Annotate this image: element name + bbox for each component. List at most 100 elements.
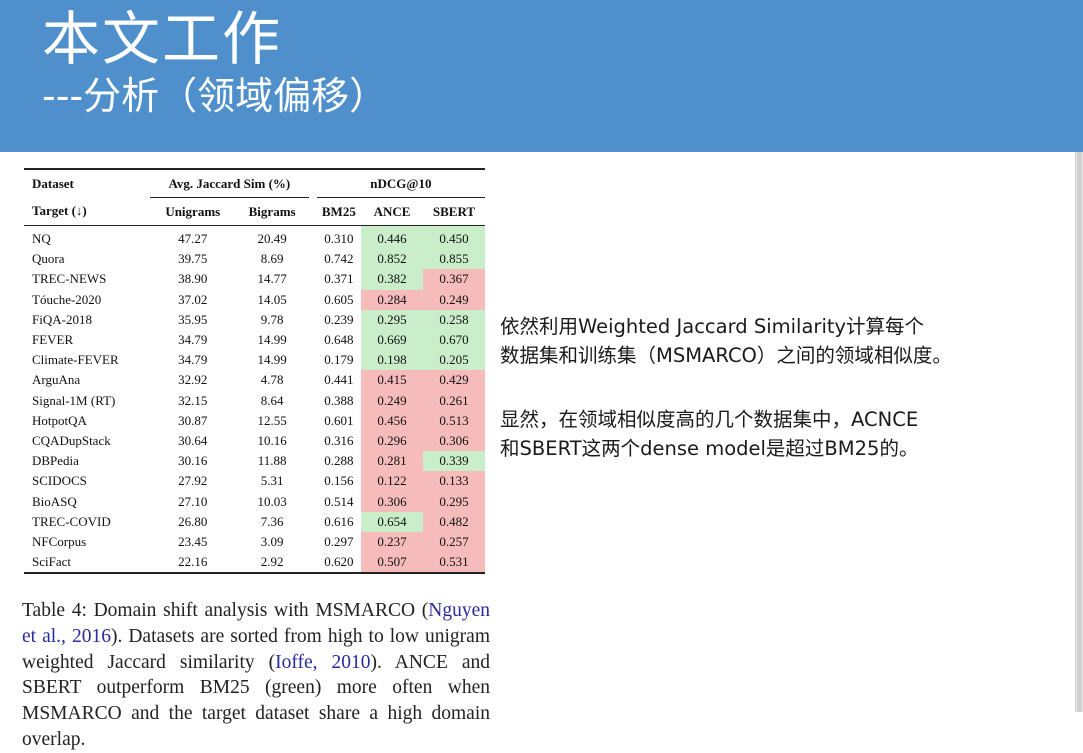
table-row: BioASQ 27.10 10.03 0.514 0.306 0.295 bbox=[24, 491, 485, 512]
sbert-value: 0.205 bbox=[423, 350, 485, 371]
ance-value: 0.852 bbox=[361, 249, 423, 270]
explanation-line: 和SBERT这两个dense model是超过BM25的。 bbox=[500, 437, 919, 460]
scrollbar[interactable] bbox=[1075, 152, 1083, 712]
citation-link[interactable]: Nguyen et al., 2016 bbox=[22, 600, 490, 647]
bigram-value: 5.31 bbox=[260, 473, 284, 489]
bigram-value: 12.55 bbox=[257, 412, 287, 428]
sbert-value: 0.429 bbox=[423, 370, 485, 391]
dataset-name: FEVER bbox=[32, 332, 74, 348]
sbert-value: 0.306 bbox=[423, 430, 485, 452]
explanation-line: 显然，在领域相似度高的几个数据集中，ACNCE bbox=[500, 408, 919, 431]
bigram-value: 11.88 bbox=[257, 453, 287, 469]
title-banner: 本文工作 ---分析（领域偏移） bbox=[0, 0, 1083, 152]
col-dataset: Dataset bbox=[24, 168, 150, 198]
explanation-paragraph-2: 显然，在领域相似度高的几个数据集中，ACNCE 和SBERT这两个dense m… bbox=[500, 405, 1080, 463]
ance-value: 0.446 bbox=[361, 225, 423, 250]
ance-value: 0.306 bbox=[361, 491, 423, 512]
cell-gap bbox=[309, 330, 317, 350]
dataset-name: SciFact bbox=[24, 552, 150, 575]
dataset-name: Tóuche-2020 bbox=[32, 291, 102, 307]
unigram-value: 35.95 bbox=[178, 311, 208, 327]
bigram-value: 8.64 bbox=[260, 392, 284, 408]
unigram-value: 34.79 bbox=[178, 352, 208, 368]
dataset-name: ArguAna bbox=[32, 372, 81, 388]
bm25-value: 0.239 bbox=[324, 311, 354, 327]
unigram-value: 23.45 bbox=[178, 533, 208, 549]
bm25-value: 0.514 bbox=[324, 493, 354, 509]
unigram-value: 27.10 bbox=[178, 493, 208, 509]
bm25-value: 0.388 bbox=[324, 392, 354, 408]
cell-gap bbox=[309, 226, 317, 250]
ance-value: 0.296 bbox=[361, 430, 423, 452]
bigram-value: 2.92 bbox=[235, 552, 309, 575]
dataset-name: FiQA-2018 bbox=[32, 311, 92, 327]
unigram-value: 32.15 bbox=[178, 392, 208, 408]
dataset-name: TREC-NEWS bbox=[32, 271, 107, 287]
dataset-name: Quora bbox=[32, 251, 65, 267]
cell-gap bbox=[309, 350, 317, 370]
cell-gap bbox=[309, 451, 317, 471]
col-bm25: BM25 bbox=[316, 197, 361, 226]
bm25-value: 0.288 bbox=[324, 453, 354, 469]
table-row: Signal-1M (RT) 32.15 8.64 0.388 0.249 0.261 bbox=[24, 390, 485, 411]
dataset-name: SCIDOCS bbox=[32, 473, 87, 489]
bm25-value: 0.601 bbox=[324, 412, 354, 428]
bm25-value: 0.371 bbox=[324, 271, 354, 287]
sbert-value: 0.450 bbox=[423, 225, 485, 250]
citation-link[interactable]: Ioffe, 2010 bbox=[275, 651, 371, 673]
bigram-value: 3.09 bbox=[260, 533, 284, 549]
bm25-value: 0.310 bbox=[324, 231, 354, 247]
cell-gap bbox=[309, 411, 317, 431]
caption-text: ). ANCE and SBERT outperform BM25 (green… bbox=[22, 651, 490, 750]
ance-value: 0.237 bbox=[361, 531, 423, 552]
dataset-name: Climate-FEVER bbox=[32, 352, 119, 368]
bm25-value: 0.156 bbox=[324, 473, 354, 489]
sbert-value: 0.249 bbox=[423, 289, 485, 310]
ance-value: 0.295 bbox=[361, 309, 423, 330]
dataset-name: TREC-COVID bbox=[32, 513, 111, 529]
table-row: SciFact 22.16 2.92 0.620 0.507 0.531 bbox=[24, 552, 485, 575]
bigram-value: 4.78 bbox=[260, 372, 284, 388]
dataset-name: BioASQ bbox=[32, 493, 77, 509]
unigram-value: 30.87 bbox=[178, 412, 208, 428]
bm25-value: 0.742 bbox=[324, 251, 354, 267]
col-ndcg-group: nDCG@10 bbox=[316, 168, 485, 198]
table-row: CQADupStack 30.64 10.16 0.316 0.296 0.306 bbox=[24, 430, 485, 452]
sbert-value: 0.670 bbox=[423, 329, 485, 351]
slide-title: 本文工作 bbox=[42, 5, 283, 73]
table-row: HotpotQA 30.87 12.55 0.601 0.456 0.513 bbox=[24, 410, 485, 431]
col-unigrams: Unigrams bbox=[149, 197, 236, 226]
table-header-row: Dataset Avg. Jaccard Sim (%) nDCG@10 bbox=[24, 168, 485, 198]
sbert-value: 0.295 bbox=[423, 491, 485, 512]
cell-gap bbox=[309, 491, 317, 511]
table-row: Tóuche-2020 37.02 14.05 0.605 0.284 0.249 bbox=[24, 289, 485, 310]
col-jaccard-group: Avg. Jaccard Sim (%) bbox=[149, 168, 309, 198]
sbert-value: 0.258 bbox=[423, 309, 485, 330]
unigram-value: 26.80 bbox=[178, 513, 208, 529]
col-bigrams: Bigrams bbox=[235, 197, 309, 226]
table-row: TREC-NEWS 38.90 14.77 0.371 0.382 0.367 bbox=[24, 269, 485, 290]
bm25-value: 0.179 bbox=[324, 352, 354, 368]
unigram-value: 32.92 bbox=[178, 372, 208, 388]
scrollbar-thumb[interactable] bbox=[1077, 152, 1082, 712]
cell-gap bbox=[309, 249, 317, 269]
table-row: Quora 39.75 8.69 0.742 0.852 0.855 bbox=[24, 249, 485, 270]
bm25-value: 0.648 bbox=[324, 332, 354, 348]
unigram-value: 22.16 bbox=[149, 552, 236, 575]
cell-gap bbox=[309, 431, 317, 451]
bigram-value: 10.03 bbox=[257, 493, 287, 509]
table-row: ArguAna 32.92 4.78 0.441 0.415 0.429 bbox=[24, 370, 485, 391]
table-subheader-row: Target (↓) Unigrams Bigrams BM25 ANCE SB… bbox=[24, 197, 485, 226]
ance-value: 0.122 bbox=[361, 471, 423, 492]
unigram-value: 39.75 bbox=[178, 251, 208, 267]
bigram-value: 20.49 bbox=[257, 231, 287, 247]
table-row: DBPedia 30.16 11.88 0.288 0.281 0.339 bbox=[24, 451, 485, 472]
unigram-value: 34.79 bbox=[178, 332, 208, 348]
table-caption: Table 4: Domain shift analysis with MSMA… bbox=[22, 598, 490, 753]
sbert-value: 0.261 bbox=[423, 390, 485, 411]
explanation-paragraph-1: 依然利用Weighted Jaccard Similarity计算每个 数据集和… bbox=[500, 312, 1080, 370]
ance-value: 0.382 bbox=[361, 269, 423, 290]
ance-value: 0.249 bbox=[361, 390, 423, 411]
sbert-value: 0.367 bbox=[423, 269, 485, 290]
cell-gap bbox=[309, 310, 317, 330]
